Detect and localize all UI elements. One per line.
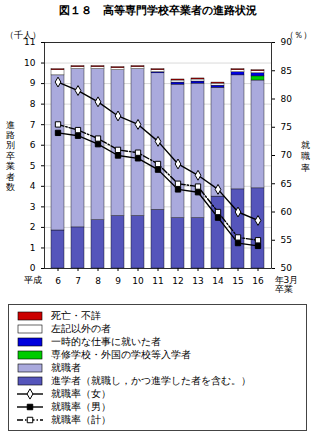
svg-text:50: 50 xyxy=(281,263,293,273)
svg-text:平成: 平成 xyxy=(24,275,42,285)
svg-text:7: 7 xyxy=(30,120,36,130)
svg-text:8: 8 xyxy=(30,99,36,109)
html-text:進学者（就職し，かつ進学した者を含む。）: 進学者（就職し，かつ進学した者を含む。） xyxy=(51,374,251,386)
svg-text:10: 10 xyxy=(132,276,144,286)
svg-text:進路別卒業者数: 進路別卒業者数 xyxy=(6,120,15,192)
svg-text:65: 65 xyxy=(281,179,292,189)
html-text:就職率（計）: 就職率（計） xyxy=(51,413,111,425)
svg-text:13: 13 xyxy=(192,276,203,286)
svg-text:6: 6 xyxy=(55,276,61,286)
svg-text:15: 15 xyxy=(232,276,243,286)
svg-text:12: 12 xyxy=(172,276,183,286)
svg-text:6: 6 xyxy=(30,140,36,150)
svg-text:55: 55 xyxy=(281,235,292,245)
svg-text:14: 14 xyxy=(212,276,224,286)
svg-text:0: 0 xyxy=(30,263,36,273)
html-text:就職者: 就職者 xyxy=(51,361,81,373)
svg-text:5: 5 xyxy=(30,161,36,171)
svg-text:（％）: （％） xyxy=(285,30,312,40)
svg-text:75: 75 xyxy=(281,122,292,132)
svg-text:85: 85 xyxy=(281,66,292,76)
html-text:死亡・不詳: 死亡・不詳 xyxy=(51,309,101,321)
svg-text:9: 9 xyxy=(115,276,121,286)
svg-text:16: 16 xyxy=(252,276,264,286)
svg-text:（千人）: （千人） xyxy=(5,30,41,40)
svg-text:年3月卒業: 年3月卒業 xyxy=(275,275,299,295)
html-text:左記以外の者: 左記以外の者 xyxy=(51,322,111,334)
svg-text:1: 1 xyxy=(30,243,36,253)
html-text:就職率（男）: 就職率（男） xyxy=(51,400,111,412)
svg-text:60: 60 xyxy=(281,207,293,217)
html-text:図１８ 高等専門学校卒業者の進路状況: 図１８ 高等専門学校卒業者の進路状況 xyxy=(58,4,257,17)
html-text:専修学校・外国の学校等入学者: 専修学校・外国の学校等入学者 xyxy=(51,348,191,360)
svg-text:90: 90 xyxy=(280,37,292,48)
svg-text:9: 9 xyxy=(30,78,36,88)
svg-text:10: 10 xyxy=(24,58,36,68)
html-text:一時的な仕事に就いた者: 一時的な仕事に就いた者 xyxy=(51,335,161,347)
svg-text:70: 70 xyxy=(281,150,293,160)
svg-text:80: 80 xyxy=(281,94,293,104)
svg-text:11: 11 xyxy=(152,276,163,286)
svg-text:2: 2 xyxy=(30,222,36,232)
html-text:就職率（女）: 就職率（女） xyxy=(51,387,111,399)
svg-text:3: 3 xyxy=(30,202,36,212)
svg-text:8: 8 xyxy=(95,276,101,286)
svg-text:4: 4 xyxy=(30,181,36,191)
svg-text:就職率: 就職率 xyxy=(301,140,310,173)
svg-text:11: 11 xyxy=(24,37,36,48)
svg-text:7: 7 xyxy=(75,276,81,286)
